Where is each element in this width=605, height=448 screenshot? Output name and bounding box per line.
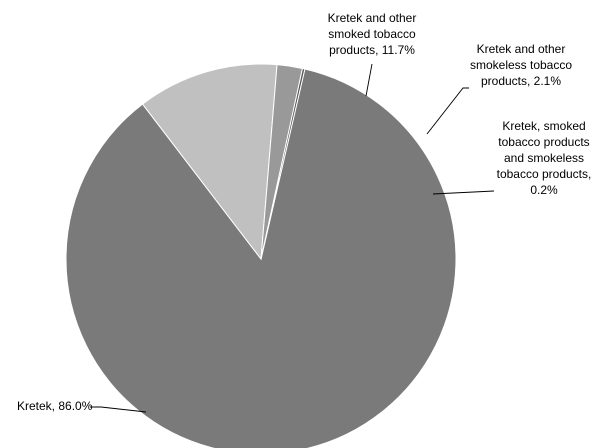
pie-slice-kretek	[65, 68, 457, 448]
slice-label-kretek-smokeless: Kretek and other smokeless tobacco product…	[470, 42, 572, 88]
slice-label-line: Kretek, 86.0%	[17, 399, 93, 413]
slice-label-line: Kretek and other	[477, 42, 566, 56]
pie-slice-kretek-smoked	[141, 63, 278, 261]
leader-line-kretek-smoked-smokeless	[432, 190, 495, 195]
leader-line-kretek-smokeless	[426, 87, 469, 135]
pie-slice-kretek-smoked-smokeless	[260, 67, 306, 260]
leader-line-kretek	[90, 406, 147, 413]
slice-label-kretek-smoked-smokeless: Kretek, smoked tobacco products and smokel…	[497, 119, 592, 197]
slice-label-line: tobacco products,	[497, 167, 592, 181]
slice-label-line: products, 2.1%	[481, 74, 561, 88]
slice-label-line: Kretek, smoked	[502, 119, 585, 133]
slice-label-line: tobacco products	[498, 135, 589, 149]
pie-slices	[65, 63, 457, 448]
slice-label-kretek-smoked: Kretek and other smoked tobacco products, …	[328, 11, 417, 57]
slice-label-line: products, 11.7%	[329, 43, 415, 57]
slice-label-line: and smokeless	[504, 151, 584, 165]
slice-label-line: smokeless tobacco	[470, 58, 572, 72]
slice-label-line: 0.2%	[530, 183, 558, 197]
slice-labels: Kretek, 86.0% Kretek and other smoked toba…	[17, 11, 591, 413]
leader-line-kretek-smoked	[365, 63, 373, 97]
slice-label-kretek: Kretek, 86.0%	[17, 399, 93, 413]
leader-lines	[90, 63, 495, 413]
slice-label-line: smoked tobacco	[328, 27, 416, 41]
slice-label-line: Kretek and other	[328, 11, 417, 25]
